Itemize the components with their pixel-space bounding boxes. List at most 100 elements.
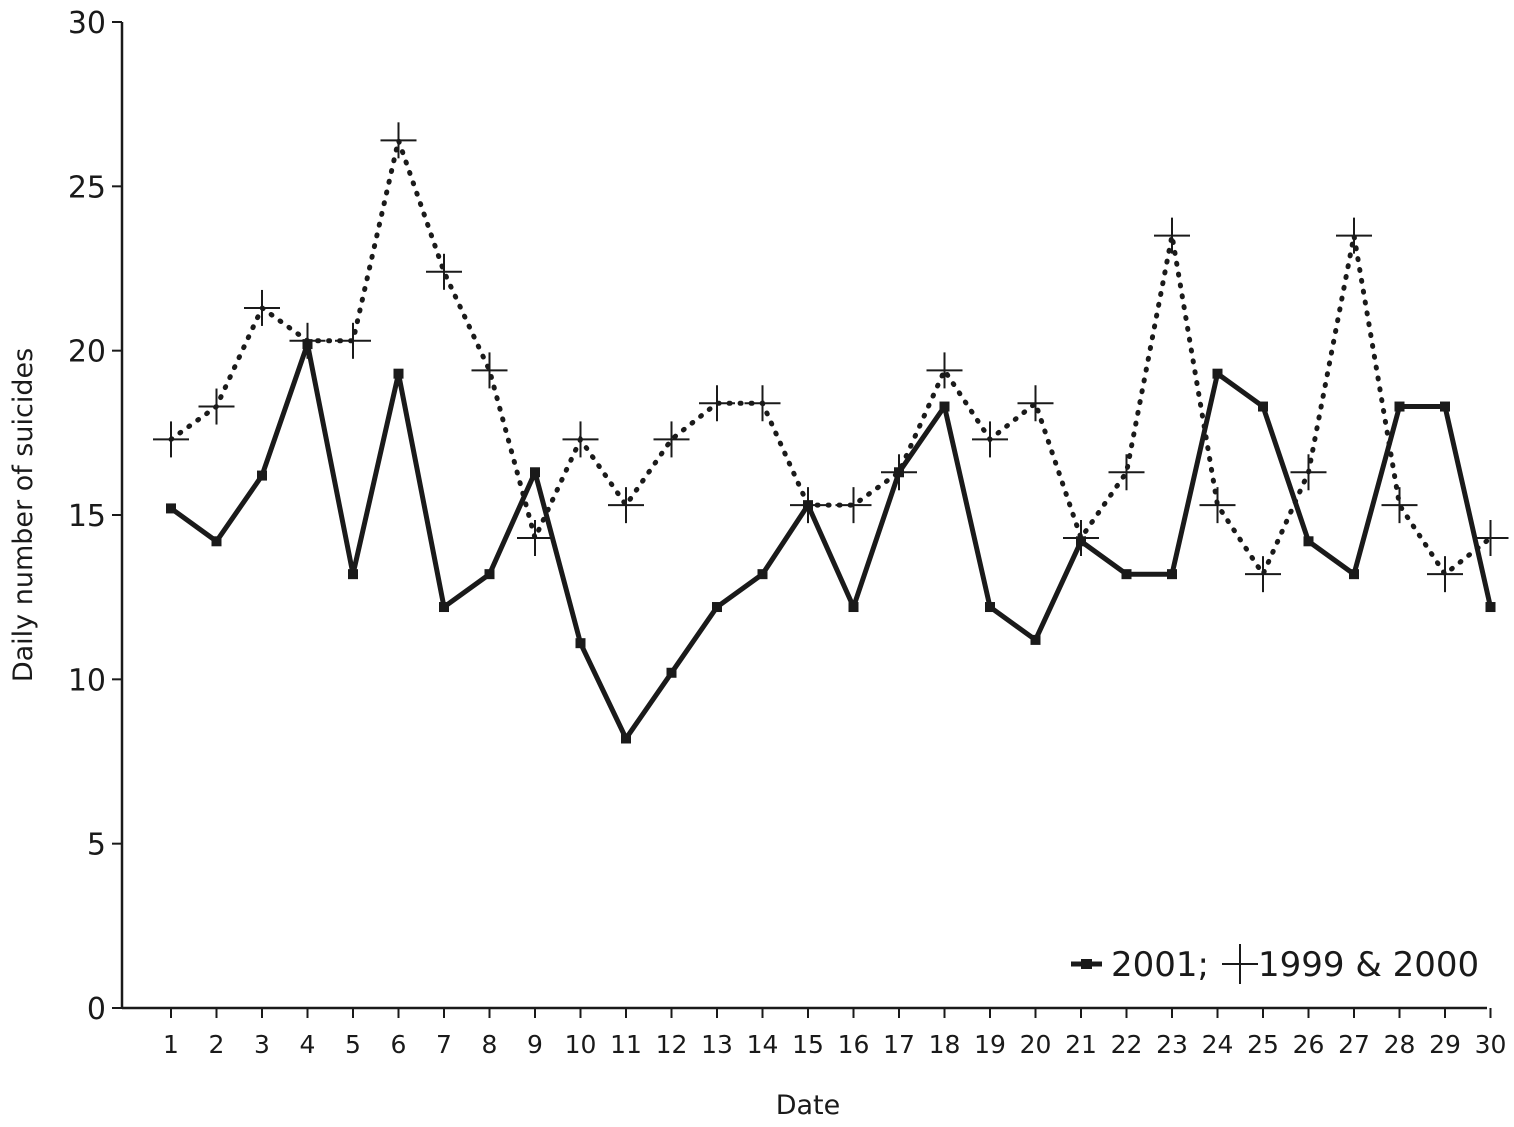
data-point-plus xyxy=(790,487,826,524)
data-point-plus xyxy=(426,253,462,290)
data-point-square xyxy=(1030,634,1041,645)
x-tick-label: 19 xyxy=(974,1030,1006,1059)
x-axis-title: Date xyxy=(776,1090,841,1121)
data-point-square xyxy=(712,602,722,613)
data-point-square xyxy=(575,638,586,649)
data-point-plus xyxy=(653,421,690,458)
data-point-square xyxy=(348,569,358,580)
y-tick-label: 25 xyxy=(68,170,106,205)
legend: 2001; 1999 & 2000 xyxy=(1071,944,1479,985)
data-point-square xyxy=(1485,602,1496,613)
x-tick-label: 8 xyxy=(482,1030,498,1059)
data-point-plus xyxy=(1427,556,1463,593)
data-point-square xyxy=(211,536,222,547)
legend-label-2001: 2001; xyxy=(1111,945,1209,985)
x-tick-label: 9 xyxy=(527,1030,543,1059)
data-point-square xyxy=(666,667,677,678)
data-point-square xyxy=(166,503,176,514)
x-tick-label: 4 xyxy=(300,1030,316,1059)
data-point-plus xyxy=(471,352,508,389)
data-point-plus xyxy=(1063,520,1099,557)
data-point-plus xyxy=(198,388,235,425)
y-tick-label: 10 xyxy=(68,663,106,698)
x-tick-label: 1 xyxy=(163,1030,179,1059)
x-tick-label: 29 xyxy=(1429,1030,1461,1059)
data-point-square xyxy=(1258,401,1268,412)
data-point-plus xyxy=(1245,556,1281,593)
x-tick-label: 10 xyxy=(565,1030,597,1059)
x-tick-label: 26 xyxy=(1293,1030,1325,1059)
x-tick-label: 6 xyxy=(391,1030,407,1059)
data-point-plus xyxy=(926,352,963,389)
data-point-square xyxy=(393,368,404,379)
y-tick-label: 0 xyxy=(87,992,106,1027)
x-tick-label: 16 xyxy=(838,1030,870,1059)
x-tick-label: 5 xyxy=(345,1030,361,1059)
series-layer xyxy=(153,122,1509,744)
x-ticks: 1 2 3 4 5 6 7 8 9 10 11 12 13 14 15 16 17 18 19 20 21 22 23 24 2… xyxy=(163,1008,1506,1059)
x-tick-label: 2 xyxy=(209,1030,225,1059)
x-tick-label: 28 xyxy=(1384,1030,1416,1059)
x-tick-label: 22 xyxy=(1111,1030,1143,1059)
data-point-square xyxy=(939,401,950,412)
series-line-1 xyxy=(168,131,1493,580)
x-tick-label: 14 xyxy=(747,1030,779,1059)
data-point-plus xyxy=(517,520,553,557)
data-point-square xyxy=(1440,401,1450,412)
x-tick-label: 20 xyxy=(1020,1030,1052,1059)
data-point-plus xyxy=(1472,520,1509,557)
data-point-square xyxy=(1349,569,1359,580)
y-tick-label: 5 xyxy=(87,828,106,863)
data-point-square xyxy=(1303,536,1314,547)
x-tick-label: 12 xyxy=(656,1030,688,1059)
data-point-plus xyxy=(289,322,326,359)
data-point-square xyxy=(985,602,995,613)
y-ticks: 0 5 10 15 20 25 30 xyxy=(68,6,122,1027)
x-tick-label: 7 xyxy=(436,1030,452,1059)
x-tick-label: 23 xyxy=(1156,1030,1188,1059)
data-point-square xyxy=(1394,401,1405,412)
y-tick-label: 30 xyxy=(68,6,106,41)
x-tick-label: 11 xyxy=(610,1030,642,1059)
series-line-0 xyxy=(169,341,1493,741)
y-tick-label: 15 xyxy=(68,499,106,534)
x-tick-label: 24 xyxy=(1202,1030,1234,1059)
data-point-plus xyxy=(335,322,371,359)
data-point-plus xyxy=(1290,454,1327,491)
data-point-plus xyxy=(608,487,644,524)
data-point-square xyxy=(621,733,631,744)
y-tick-label: 20 xyxy=(68,335,106,370)
data-point-square xyxy=(1167,569,1177,580)
data-point-square xyxy=(439,602,449,613)
axes xyxy=(120,22,1487,1010)
data-point-plus xyxy=(244,289,280,326)
data-point-plus xyxy=(380,122,417,159)
data-point-plus xyxy=(1336,217,1372,254)
data-point-square xyxy=(1121,569,1132,580)
legend-label-1999-2000: 1999 & 2000 xyxy=(1258,945,1479,985)
data-point-square xyxy=(530,467,540,478)
y-axis-title: Daily number of suicides xyxy=(8,348,39,682)
data-point-plus xyxy=(744,385,781,422)
data-point-plus xyxy=(972,421,1008,458)
data-point-plus xyxy=(1154,217,1190,254)
data-point-plus xyxy=(562,421,599,458)
data-point-plus xyxy=(699,385,735,422)
data-point-plus xyxy=(1381,487,1418,524)
x-tick-label: 30 xyxy=(1475,1030,1507,1059)
x-tick-label: 21 xyxy=(1065,1030,1097,1059)
x-tick-label: 25 xyxy=(1247,1030,1279,1059)
data-point-square xyxy=(257,470,267,481)
data-point-plus xyxy=(1199,487,1236,524)
data-point-plus xyxy=(881,454,917,491)
data-point-plus xyxy=(1017,385,1054,422)
data-point-square xyxy=(1212,368,1223,379)
data-point-plus xyxy=(1108,454,1145,491)
legend-marker-2001 xyxy=(1081,959,1092,969)
data-point-plus xyxy=(153,421,189,458)
data-point-plus xyxy=(835,487,872,524)
data-point-square xyxy=(848,602,859,613)
x-tick-label: 27 xyxy=(1338,1030,1370,1059)
data-point-square xyxy=(484,569,495,580)
